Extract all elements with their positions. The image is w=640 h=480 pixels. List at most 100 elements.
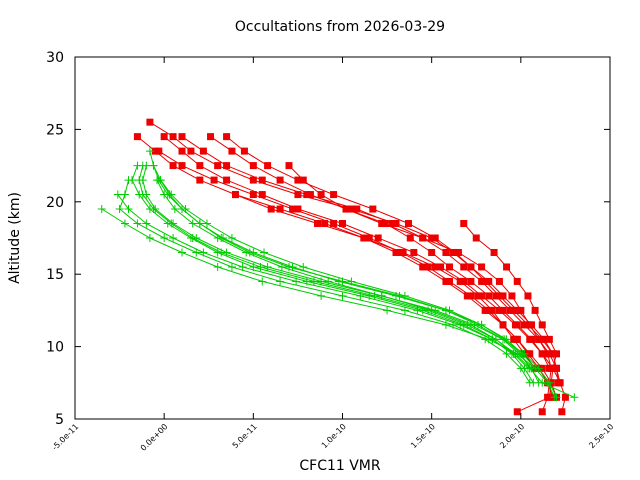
- data-point: [223, 133, 231, 141]
- series-line: [226, 136, 554, 355]
- data-point: [292, 277, 301, 286]
- data-point: [503, 263, 511, 271]
- data-point: [288, 262, 297, 271]
- data-point: [463, 292, 471, 300]
- occultation-green-10: [156, 176, 540, 373]
- data-point: [549, 350, 557, 358]
- data-point: [488, 306, 496, 314]
- data-point: [321, 220, 329, 228]
- data-point: [178, 133, 186, 141]
- chart-title: Occultations from 2026-03-29: [235, 19, 445, 35]
- data-point: [538, 350, 546, 358]
- data-point: [258, 277, 267, 286]
- data-point: [238, 262, 247, 271]
- data-point: [499, 321, 507, 329]
- data-point: [472, 234, 480, 242]
- data-point: [485, 277, 493, 285]
- data-point: [195, 219, 204, 228]
- data-point: [263, 262, 272, 271]
- data-point: [369, 205, 377, 213]
- data-point: [404, 220, 412, 228]
- data-point: [516, 364, 525, 373]
- data-point: [277, 262, 286, 271]
- data-point: [383, 306, 392, 315]
- data-point: [169, 162, 177, 170]
- data-point: [267, 205, 275, 213]
- data-point: [538, 378, 547, 387]
- data-point: [488, 335, 497, 344]
- data-point: [196, 176, 204, 184]
- occultation-red-7: [223, 133, 557, 358]
- data-point: [151, 147, 159, 155]
- data-point: [145, 147, 154, 156]
- data-point: [178, 147, 186, 155]
- data-point: [495, 277, 503, 285]
- data-point: [381, 220, 389, 228]
- data-point: [223, 162, 231, 170]
- data-point: [169, 234, 178, 242]
- data-point: [446, 263, 453, 271]
- data-point: [374, 234, 382, 242]
- data-point: [499, 306, 507, 314]
- data-point: [178, 162, 186, 170]
- data-point: [276, 277, 285, 286]
- data-point: [146, 118, 154, 126]
- data-point: [518, 349, 527, 358]
- data-point: [510, 306, 518, 314]
- data-point: [294, 205, 302, 213]
- data-point: [419, 234, 427, 242]
- data-point: [431, 263, 439, 271]
- data-point: [431, 234, 439, 242]
- data-point: [513, 408, 521, 416]
- data-point: [299, 262, 308, 271]
- data-point: [365, 234, 373, 242]
- data-point: [406, 234, 414, 242]
- data-point: [289, 205, 297, 213]
- data-point: [553, 350, 560, 358]
- data-point: [545, 335, 553, 343]
- data-point: [138, 190, 147, 199]
- data-point: [149, 161, 158, 170]
- data-point: [570, 393, 579, 402]
- data-point: [474, 292, 482, 300]
- data-point: [509, 349, 518, 358]
- data-point: [342, 205, 350, 213]
- data-point: [258, 176, 266, 184]
- data-point: [294, 191, 302, 199]
- data-point: [285, 162, 293, 170]
- x-axis-label: CFC11 VMR: [299, 458, 381, 474]
- data-point: [207, 133, 215, 141]
- data-point: [149, 205, 158, 214]
- data-point: [460, 263, 468, 271]
- data-point: [258, 191, 266, 199]
- data-point: [553, 364, 560, 372]
- data-point: [170, 205, 179, 214]
- data-point: [187, 147, 195, 155]
- data-point: [330, 220, 338, 228]
- data-point: [249, 176, 257, 184]
- data-point: [370, 291, 379, 300]
- y-tick-label: 15: [46, 267, 64, 283]
- data-point: [495, 292, 503, 300]
- series-line: [101, 208, 556, 398]
- data-point: [513, 321, 521, 329]
- data-point: [535, 335, 543, 343]
- data-point: [528, 335, 536, 343]
- data-point: [526, 321, 534, 329]
- data-point: [202, 219, 211, 228]
- data-point: [550, 393, 559, 402]
- data-point: [276, 205, 284, 213]
- data-point: [214, 162, 222, 170]
- data-point: [428, 248, 436, 256]
- data-point: [113, 190, 122, 199]
- data-point: [264, 162, 272, 170]
- data-point: [133, 133, 141, 141]
- data-point: [419, 263, 427, 271]
- data-point: [481, 277, 489, 285]
- data-point: [145, 234, 154, 242]
- data-point: [196, 162, 204, 170]
- data-point: [228, 147, 236, 155]
- data-point: [309, 277, 318, 286]
- data-point: [120, 219, 129, 228]
- data-point: [520, 321, 528, 329]
